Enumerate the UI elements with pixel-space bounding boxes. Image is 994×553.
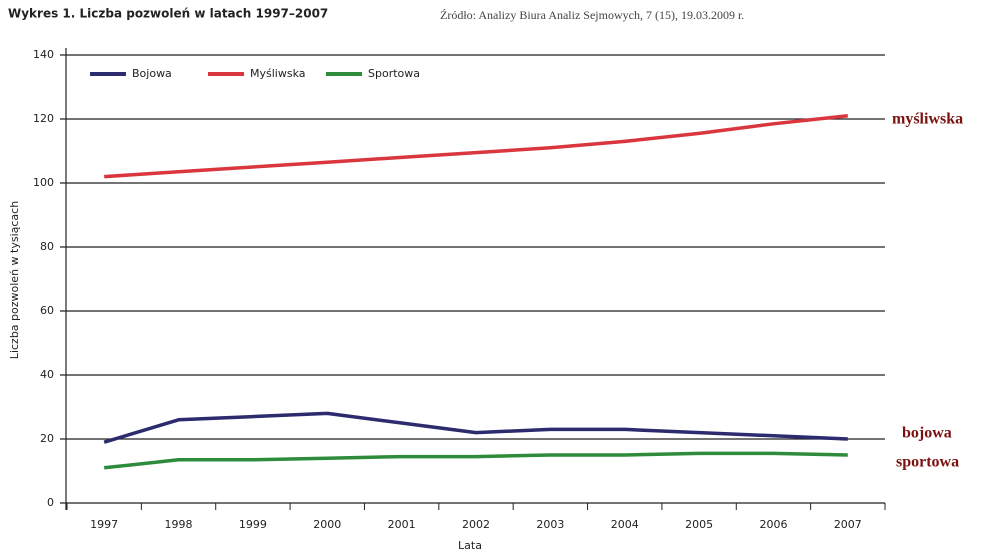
x-tick-label: 2000 (313, 518, 341, 531)
chart-title: Wykres 1. Liczba pozwoleń w latach 1997–… (8, 7, 328, 21)
y-tick-label: 40 (40, 368, 54, 381)
series-line (103, 451, 848, 470)
legend-label: Bojowa (132, 67, 172, 80)
series-line (103, 411, 848, 444)
annotation: sportowa (896, 454, 959, 471)
y-tick-label: 140 (33, 48, 54, 61)
y-tick-label: 80 (40, 240, 54, 253)
legend-label: Sportowa (368, 67, 420, 80)
y-tick-label: 120 (33, 112, 54, 125)
source: Źródło: Analizy Biura Analiz Sejmowych, … (440, 8, 744, 22)
legend-label: Myśliwska (250, 67, 306, 80)
series-line (104, 114, 849, 179)
x-tick-label: 2002 (462, 518, 490, 531)
x-tick-label: 2007 (834, 518, 862, 531)
x-tick-label: 2003 (536, 518, 564, 531)
annotation: bojowa (902, 425, 952, 442)
x-tick-label: 2001 (388, 518, 416, 531)
y-tick-label: 20 (40, 432, 54, 445)
x-tick-label: 2004 (611, 518, 639, 531)
x-axis-label: Lata (458, 539, 482, 552)
x-tick-label: 1999 (239, 518, 267, 531)
y-axis-label: Liczba pozwoleń w tysiącach (8, 201, 21, 359)
y-tick-label: 100 (33, 176, 54, 189)
x-tick-label: 1998 (165, 518, 193, 531)
x-tick-label: 1997 (90, 518, 118, 531)
annotation: myśliwska (892, 111, 963, 128)
x-tick-label: 2005 (685, 518, 713, 531)
x-tick-label: 2006 (759, 518, 787, 531)
y-tick-label: 0 (47, 496, 54, 509)
y-tick-label: 60 (40, 304, 54, 317)
